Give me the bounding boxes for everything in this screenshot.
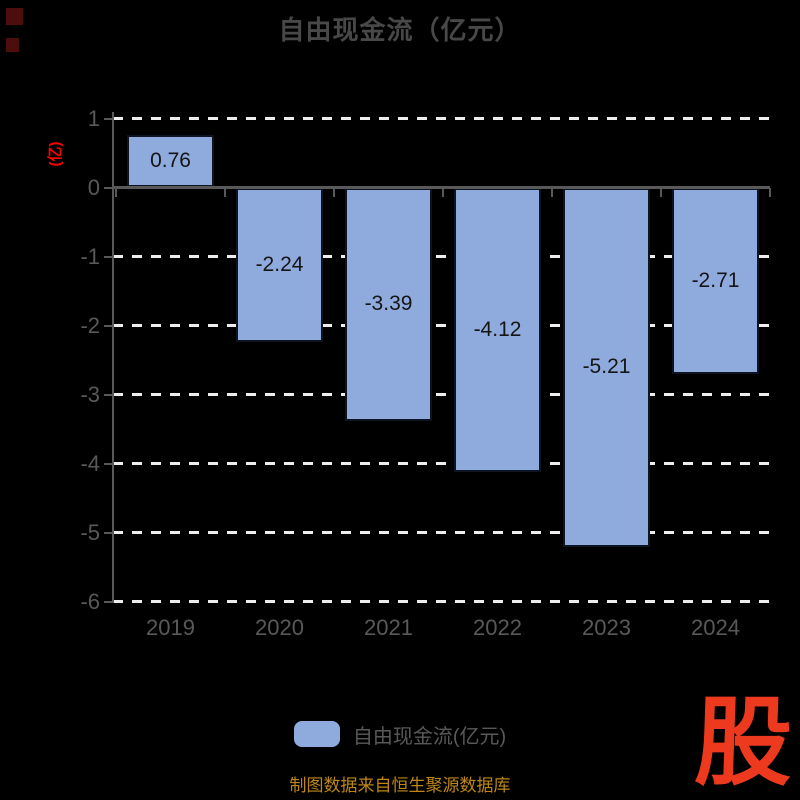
x-axis-tick bbox=[224, 187, 226, 197]
bar-value-label: 0.76 bbox=[150, 149, 191, 173]
bar-2022: -4.12 bbox=[454, 187, 541, 472]
y-axis-tick-label: 1 bbox=[87, 105, 100, 131]
corner-mark-top bbox=[6, 8, 23, 25]
bar-value-label: -4.12 bbox=[473, 317, 522, 341]
bar-2019: 0.76 bbox=[127, 135, 214, 188]
bar-2021: -3.39 bbox=[345, 187, 432, 422]
x-axis-label: 2020 bbox=[255, 615, 304, 640]
y-axis-tick-label: -5 bbox=[80, 519, 100, 545]
data-source-note: 制图数据来自恒生聚源数据库 bbox=[289, 776, 511, 795]
gridline bbox=[113, 324, 770, 327]
bar-value-label: -5.21 bbox=[582, 355, 631, 379]
bar-value-label: -2.24 bbox=[255, 252, 304, 276]
y-axis-tick-label: 0 bbox=[87, 174, 100, 200]
y-axis-tick bbox=[104, 600, 113, 603]
y-axis-tick bbox=[104, 393, 113, 396]
gridline bbox=[113, 531, 770, 534]
bar-value-label: -3.39 bbox=[364, 292, 413, 316]
x-axis-label: 2022 bbox=[473, 615, 522, 640]
x-axis-label: 2024 bbox=[691, 615, 740, 640]
y-axis-tick bbox=[104, 186, 113, 189]
x-axis-label: 2023 bbox=[582, 615, 631, 640]
gridline bbox=[113, 462, 770, 465]
legend-label: 自由现金流(亿元) bbox=[352, 725, 507, 748]
zero-baseline bbox=[113, 186, 770, 189]
gridline bbox=[113, 255, 770, 258]
bar-2024: -2.71 bbox=[672, 187, 759, 375]
chart-title: 自由现金流（亿元） bbox=[278, 15, 522, 45]
corner-mark-bottom bbox=[6, 38, 19, 52]
legend-swatch bbox=[293, 721, 340, 747]
y-axis-tick bbox=[104, 255, 113, 258]
x-axis-tick bbox=[769, 187, 771, 197]
y-axis-line bbox=[111, 112, 114, 603]
y-axis-tick-label: -4 bbox=[80, 450, 100, 476]
gridline bbox=[113, 117, 770, 120]
x-axis-tick bbox=[333, 187, 335, 197]
y-axis-tick-label: -1 bbox=[80, 243, 100, 269]
y-axis-tick-label: -2 bbox=[80, 312, 100, 338]
bar-2023: -5.21 bbox=[563, 187, 650, 547]
x-axis-tick bbox=[660, 187, 662, 197]
x-axis-label: 2021 bbox=[364, 615, 413, 640]
x-axis-label: 2019 bbox=[146, 615, 195, 640]
y-axis-tick bbox=[104, 324, 113, 327]
y-axis-tick bbox=[104, 462, 113, 465]
y-axis-tick bbox=[104, 531, 113, 534]
y-axis-tick bbox=[104, 117, 113, 120]
y-axis-tick-label: -6 bbox=[80, 588, 100, 614]
x-axis-tick bbox=[442, 187, 444, 197]
gridline bbox=[113, 393, 770, 396]
gridline bbox=[113, 600, 770, 603]
y-axis-tick-label: -3 bbox=[80, 381, 100, 407]
brand-logo: 股 bbox=[693, 688, 794, 797]
legend: 自由现金流(亿元) bbox=[0, 719, 800, 749]
bar-2020: -2.24 bbox=[236, 187, 323, 343]
bar-value-label: -2.71 bbox=[691, 268, 740, 292]
x-axis-tick bbox=[115, 187, 117, 197]
x-axis-tick bbox=[551, 187, 553, 197]
